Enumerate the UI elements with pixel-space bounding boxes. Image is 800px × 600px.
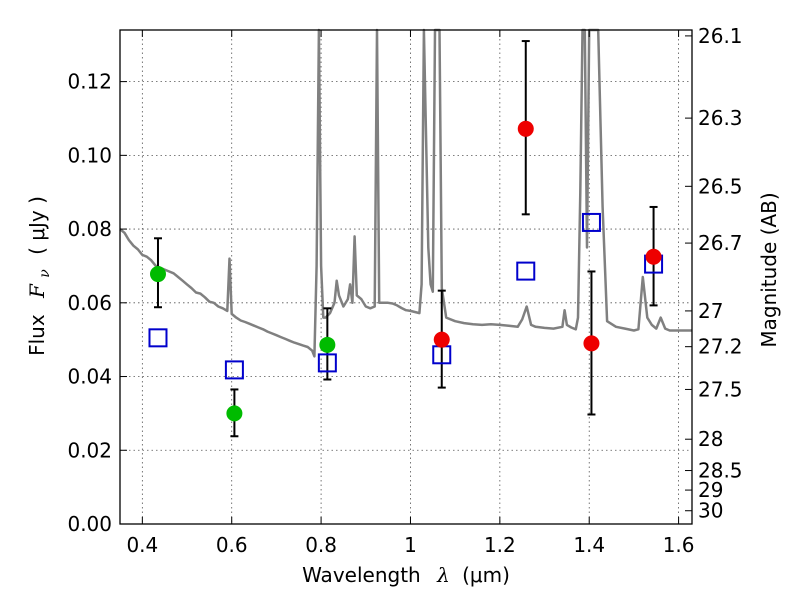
y2-tick-label: 27.2: [698, 335, 743, 359]
y-tick-label: 0.06: [67, 291, 112, 315]
spectrum-series: [119, 28, 692, 358]
red-data-point: [583, 335, 600, 352]
model-square-point: [317, 353, 337, 373]
red-data-point: [517, 120, 534, 137]
x-tick-label: 1.2: [484, 533, 516, 557]
y-tick-label: 0.00: [67, 512, 112, 536]
model-square-point: [148, 328, 168, 348]
y2-tick-label: 29: [698, 478, 723, 502]
y2-tick-label: 28.5: [698, 459, 743, 483]
y-tick-label: 0.04: [67, 365, 112, 389]
y2-tick-label: 30: [698, 499, 723, 523]
y2-tick-label: 26.7: [698, 231, 743, 255]
y-axis-label-text: Flux: [25, 314, 49, 356]
y-tick-label: 0.02: [67, 438, 112, 462]
y2-tick-label: 26.1: [698, 24, 743, 48]
y2-tick-label: 28: [698, 427, 723, 451]
model-square-series: [148, 212, 664, 380]
green-data-point: [149, 266, 166, 283]
model-square-point: [581, 212, 601, 232]
x-tick-label: 0.6: [216, 533, 248, 557]
x-axis-label-symbol: λ: [436, 563, 450, 587]
y2-axis-label: Magnitude (AB): [757, 192, 781, 347]
x-axis-label: Wavelength λ (μm): [302, 563, 510, 587]
model-square-point: [516, 261, 536, 281]
y-axis-label-unit: ( μJy ): [25, 196, 49, 255]
y-axis-label: Flux F ν ( μJy ): [25, 196, 54, 356]
y2-tick-label: 26.5: [698, 174, 743, 198]
y2-tick-label: 27.5: [698, 377, 743, 401]
spectrum-line: [119, 28, 692, 358]
red-data-point: [645, 248, 662, 265]
x-axis-label-text: Wavelength: [302, 563, 421, 587]
plot-frame: [119, 29, 693, 525]
x-tick-label: 1.6: [663, 533, 695, 557]
y-tick-label: 0.12: [67, 70, 112, 94]
x-tick-label: 1.4: [573, 533, 605, 557]
x-tick-label: 1: [404, 533, 417, 557]
red-data-point: [433, 331, 450, 348]
y-tick-label: 0.10: [67, 143, 112, 167]
y-axis-label-subscript: ν: [37, 269, 53, 278]
photometry-point-series: [149, 120, 662, 422]
green-data-point: [319, 336, 336, 353]
model-square-point: [224, 360, 244, 380]
y-tick-label: 0.08: [67, 217, 112, 241]
x-tick-label: 0.4: [126, 533, 158, 557]
axis-ticks: 0.4 0.6 0.8 1 1.2 1.4 1.6 0.00 0.02 0.04 0.06 0.08 0…: [67, 24, 742, 557]
x-tick-label: 0.8: [305, 533, 337, 557]
y-axis-label-symbol: F: [25, 283, 49, 299]
y2-tick-label: 27: [698, 299, 723, 323]
y2-tick-label: 26.3: [698, 106, 743, 130]
x-axis-label-unit: (μm): [462, 563, 510, 587]
green-data-point: [226, 405, 243, 422]
